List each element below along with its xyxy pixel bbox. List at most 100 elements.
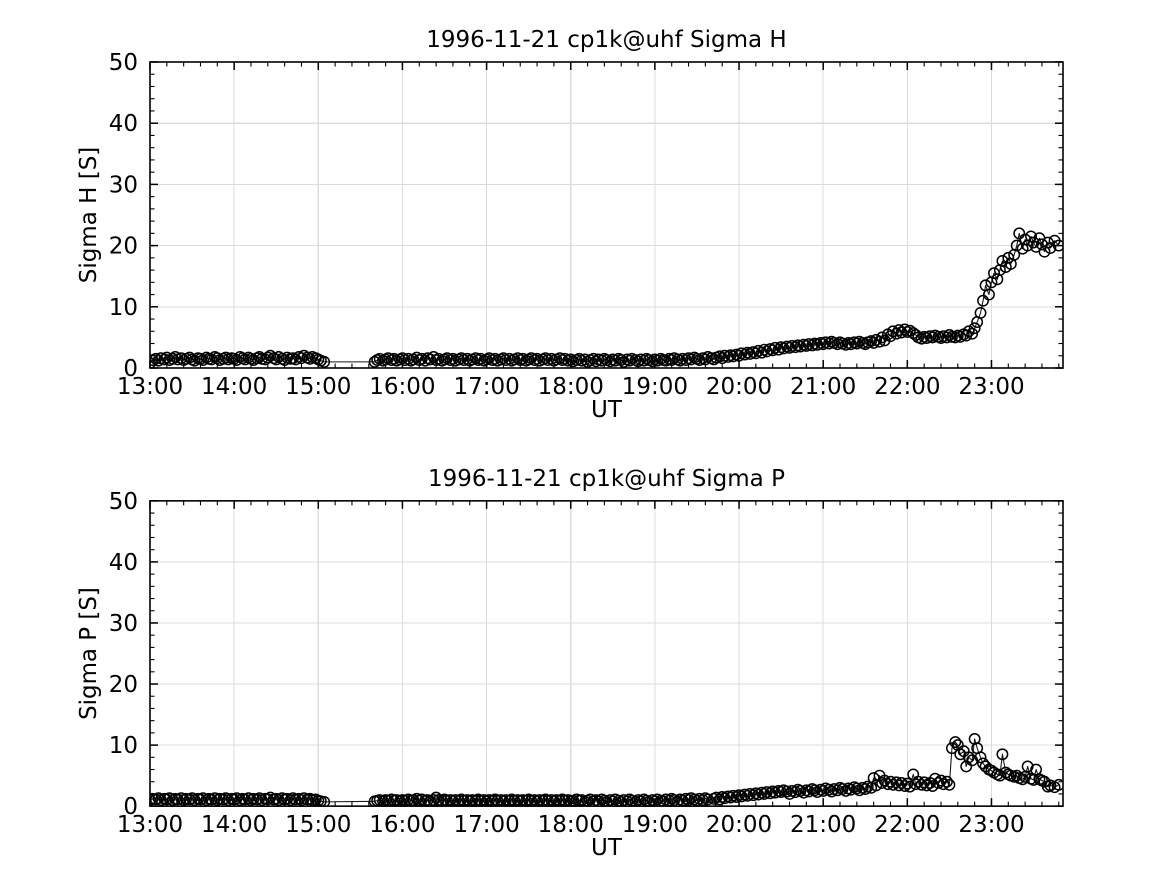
x-tick-label: 18:00 <box>538 812 604 838</box>
data-point-marker <box>230 354 243 366</box>
data-point-marker <box>901 777 914 790</box>
y-axis-label: Sigma H [S] <box>76 147 102 284</box>
data-point-marker <box>988 267 1000 280</box>
x-tick-label: 16:00 <box>369 374 435 400</box>
y-tick-label: 20 <box>109 234 138 260</box>
data-point-marker <box>876 777 889 789</box>
x-tick-label: 21:00 <box>790 812 856 838</box>
data-point-marker <box>219 351 232 364</box>
x-tick-label: 23:00 <box>958 374 1024 400</box>
data-point-marker <box>713 793 726 806</box>
data-point-marker <box>1013 227 1026 240</box>
x-tick-label: 17:00 <box>453 374 519 400</box>
data-point-marker <box>937 778 950 791</box>
x-tick-label: 17:00 <box>453 812 519 838</box>
data-point-marker <box>983 288 995 301</box>
data-point-marker <box>966 327 979 340</box>
axis-ticks: 13:00 14:00 15:00 16:00 17:00 18:00 19:00 20:00… <box>109 489 1063 838</box>
chart-title: 1996-11-21 cp1k@uhf Sigma P <box>428 466 785 492</box>
data-point-marker <box>1052 778 1063 791</box>
data-point-marker <box>314 795 327 807</box>
data-point-marker <box>1041 236 1054 249</box>
data-point-marker <box>424 353 437 366</box>
chart-panel-sigma-p: 13:00 14:00 15:00 16:00 17:00 18:00 19:00 20:00… <box>0 437 1167 875</box>
data-point-marker <box>878 334 891 347</box>
y-tick-label: 30 <box>109 611 138 637</box>
data-series <box>150 227 1063 368</box>
data-point-marker <box>926 780 939 792</box>
data-point-marker <box>945 742 958 755</box>
data-point-marker <box>1021 760 1034 773</box>
data-point-marker <box>974 751 987 764</box>
data-point-marker <box>701 793 714 806</box>
x-tick-label: 13:00 <box>117 812 183 838</box>
chart-panel-sigma-h: 13:00 14:00 15:00 16:00 17:00 18:00 19:00 20:00… <box>0 0 1167 437</box>
x-axis-label: UT <box>591 835 623 861</box>
data-point-marker <box>158 353 171 366</box>
data-point-marker <box>977 757 990 770</box>
data-point-marker <box>977 294 990 307</box>
data-point-marker <box>617 355 630 368</box>
x-tick-label: 20:00 <box>706 374 772 400</box>
data-point-marker <box>802 785 815 798</box>
data-point-marker <box>648 795 661 807</box>
data-point-marker <box>1025 230 1037 243</box>
data-point-marker <box>898 780 911 792</box>
x-tick-label: 23:00 <box>958 812 1024 838</box>
x-tick-label: 20:00 <box>706 812 772 838</box>
x-tick-label: 21:00 <box>790 374 856 400</box>
y-tick-label: 40 <box>109 111 138 137</box>
axes-rect <box>149 61 1064 369</box>
sigma-h-plot-area: 13:00 14:00 15:00 16:00 17:00 18:00 19:00 20:00… <box>76 27 1064 423</box>
data-point-marker <box>859 338 872 351</box>
data-point-marker <box>940 775 953 788</box>
x-tick-label: 14:00 <box>201 374 267 400</box>
y-tick-label: 20 <box>109 672 138 698</box>
data-point-marker <box>940 331 953 344</box>
data-point-marker <box>188 354 201 367</box>
axes-frame <box>149 61 1064 369</box>
data-point-marker <box>996 748 1009 761</box>
y-tick-label: 10 <box>109 733 138 759</box>
data-point-marker <box>943 329 956 341</box>
data-point-marker <box>895 326 908 339</box>
axes-frame <box>149 500 1064 807</box>
data-point-marker <box>887 778 899 791</box>
data-point-marker <box>909 329 922 341</box>
data-point-marker <box>903 324 916 337</box>
data-point-marker <box>716 352 729 365</box>
sigma-p-plot-area: 13:00 14:00 15:00 16:00 17:00 18:00 19:00 20:00… <box>76 466 1064 861</box>
data-point-marker <box>823 783 836 796</box>
x-tick-label: 15:00 <box>285 812 351 838</box>
data-point-marker <box>979 760 992 773</box>
data-point-marker <box>966 754 979 767</box>
x-tick-label: 15:00 <box>285 374 351 400</box>
data-point-marker <box>160 351 173 364</box>
data-point-marker <box>949 331 962 344</box>
y-tick-label: 10 <box>109 295 138 321</box>
data-point-marker <box>781 785 793 798</box>
data-point-marker <box>949 736 962 748</box>
axis-ticks: 13:00 14:00 15:00 16:00 17:00 18:00 19:00 20:00… <box>109 50 1063 400</box>
data-point-marker <box>887 325 899 338</box>
x-tick-label: 18:00 <box>538 374 604 400</box>
y-tick-label: 0 <box>123 794 138 820</box>
data-point-marker <box>962 325 975 338</box>
data-point-marker <box>954 330 967 343</box>
gridlines <box>150 500 1063 807</box>
y-tick-label: 30 <box>109 172 138 198</box>
y-axis-label: Sigma P [S] <box>76 587 102 720</box>
y-tick-label: 50 <box>109 489 138 515</box>
x-tick-label: 16:00 <box>369 812 435 838</box>
data-point-marker <box>264 349 277 362</box>
x-tick-label: 22:00 <box>874 812 940 838</box>
data-point-marker <box>943 778 956 791</box>
data-point-marker <box>974 306 987 319</box>
data-point-marker <box>303 352 316 365</box>
data-point-marker <box>876 331 889 344</box>
axes-rect <box>149 500 1064 807</box>
data-point-marker <box>996 254 1009 267</box>
data-point-marker <box>772 343 785 356</box>
data-point-marker <box>707 353 720 366</box>
